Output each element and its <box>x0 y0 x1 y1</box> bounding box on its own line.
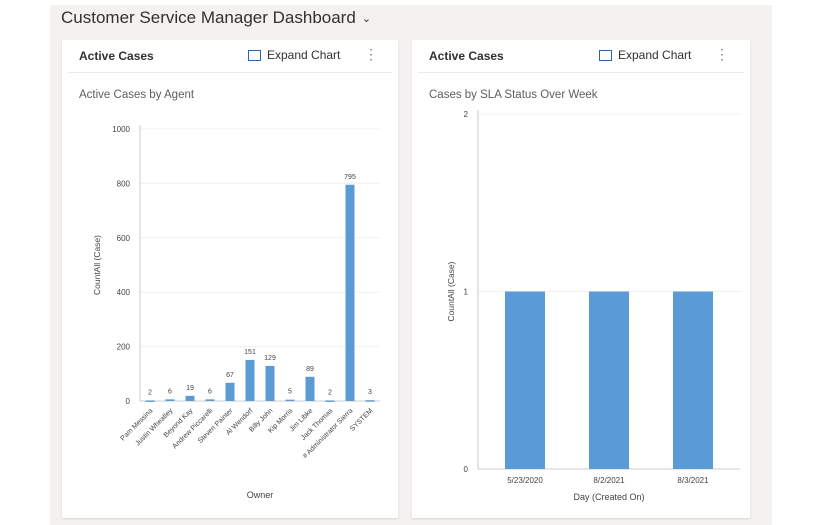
bar <box>225 382 235 401</box>
data-label: 19 <box>186 385 194 392</box>
data-label: 5 <box>288 389 292 396</box>
chart-title: Active Cases by Agent <box>79 89 195 101</box>
y-tick-label: 200 <box>117 343 131 352</box>
data-label: 89 <box>306 366 314 373</box>
data-label: 6 <box>208 388 212 395</box>
card-title: Active Cases <box>429 49 504 63</box>
expand-chart-label: Expand Chart <box>618 48 692 62</box>
y-tick-label: 2 <box>464 110 469 119</box>
data-label: 2 <box>328 389 332 396</box>
data-label: 795 <box>344 174 356 181</box>
card-header: Active Cases Expand Chart ⋮ <box>418 40 744 73</box>
y-axis-title: CountAll (Case) <box>92 235 102 295</box>
more-options-icon[interactable]: ⋮ <box>715 46 729 62</box>
y-tick-label: 0 <box>126 397 131 406</box>
bar <box>145 400 155 402</box>
x-tick-label: 8/2/2021 <box>593 476 625 485</box>
active-cases-by-agent-card: Active Cases Expand Chart ⋮ Active Cases… <box>62 40 398 518</box>
expand-chart-button[interactable]: Expand Chart <box>599 48 691 62</box>
data-label: 3 <box>368 389 372 396</box>
dashboard-title: Customer Service Manager Dashboard <box>61 8 356 27</box>
y-tick-label: 400 <box>117 288 131 297</box>
data-label: 6 <box>168 388 172 395</box>
card-title: Active Cases <box>79 49 154 63</box>
bar <box>325 400 335 402</box>
y-axis-title: CountAll (Case) <box>446 261 456 321</box>
expand-chart-label: Expand Chart <box>267 48 341 62</box>
data-label: 2 <box>148 389 152 396</box>
chevron-down-icon: ⌄ <box>361 12 372 25</box>
bar <box>673 291 713 469</box>
bar <box>205 399 215 401</box>
y-tick-label: 1000 <box>112 125 130 134</box>
bar <box>165 399 175 401</box>
data-label: 129 <box>264 355 276 362</box>
bar <box>505 291 545 469</box>
bar <box>365 400 375 402</box>
bar <box>345 184 355 401</box>
y-tick-label: 1 <box>464 288 469 297</box>
y-tick-label: 0 <box>464 465 469 474</box>
bar <box>589 291 629 469</box>
bar <box>285 399 295 402</box>
x-tick-label: 8/3/2021 <box>677 476 709 485</box>
chart-title: Cases by SLA Status Over Week <box>429 89 598 101</box>
expand-chart-button[interactable]: Expand Chart <box>248 48 340 62</box>
chart-cases-by-sla: 0 1 2 5/23/2020 8/2/2021 8/3/2021 CountAll (Ca… <box>446 110 740 502</box>
cases-by-sla-card: Active Cases Expand Chart ⋮ Cases by SLA… <box>412 40 750 518</box>
x-tick-label: 5/23/2020 <box>507 476 543 485</box>
bar <box>185 395 195 401</box>
dashboard-selector[interactable]: Customer Service Manager Dashboard ⌄ <box>61 8 371 28</box>
card-header: Active Cases Expand Chart ⋮ <box>68 40 392 73</box>
x-tick-label: Steven Painter <box>197 407 235 445</box>
expand-icon <box>248 49 261 61</box>
y-tick-label: 600 <box>117 234 131 243</box>
expand-icon <box>599 49 612 61</box>
bar <box>305 376 315 401</box>
data-label: 67 <box>226 372 234 379</box>
bar <box>265 365 275 401</box>
x-axis-title: Day (Created On) <box>573 492 644 502</box>
bar <box>245 359 255 401</box>
data-label: 151 <box>244 349 256 356</box>
y-tick-label: 800 <box>117 179 131 188</box>
more-options-icon[interactable]: ⋮ <box>364 46 378 62</box>
x-axis-title: Owner <box>247 490 274 500</box>
